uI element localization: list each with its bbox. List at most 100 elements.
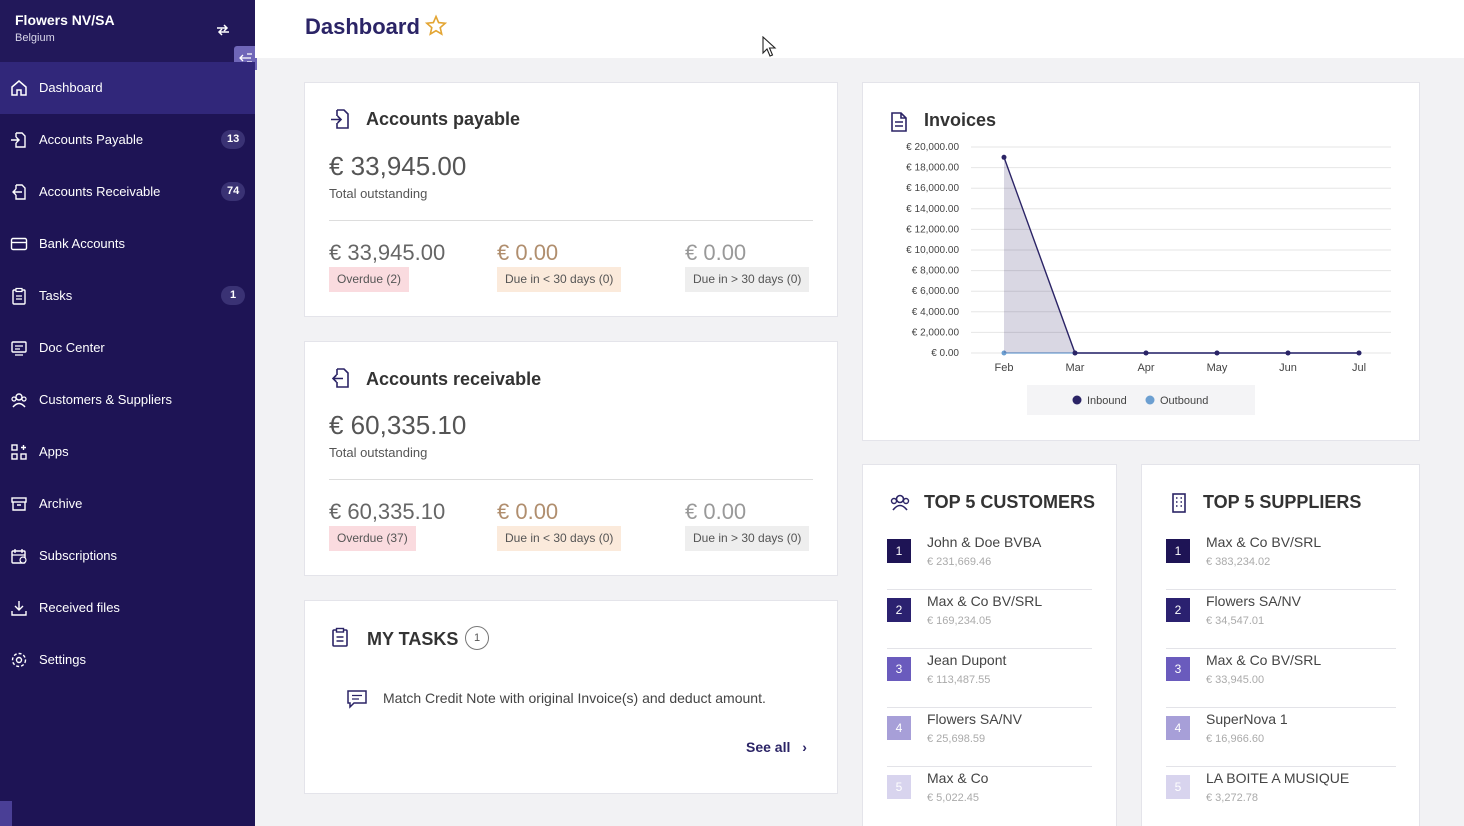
data-point-inbound bbox=[1285, 350, 1291, 356]
rank-name: Max & Co bbox=[927, 770, 989, 786]
chevron-right-icon: › bbox=[802, 739, 807, 755]
due-later-amount: € 0.00 bbox=[685, 240, 747, 265]
sidebar-item-label: Bank Accounts bbox=[39, 236, 125, 251]
swap-arrows-icon[interactable] bbox=[214, 20, 232, 38]
rank-number: 1 bbox=[887, 539, 911, 563]
sidebar-item-label: Customers & Suppliers bbox=[39, 392, 172, 407]
file-export-icon bbox=[331, 368, 349, 388]
count-badge: 74 bbox=[221, 182, 246, 201]
invoices-chart: € 0.00 € 2,000.00 € 4,000.00 € 6,000.00 € 8,… bbox=[906, 142, 1391, 415]
sidebar-item-accounts-receivable[interactable]: Accounts Receivable 74 bbox=[0, 166, 255, 218]
list-item[interactable]: 4 Flowers SA/NV € 25,698.59 bbox=[887, 708, 1092, 767]
rank-number: 4 bbox=[1166, 716, 1190, 740]
users-icon bbox=[11, 393, 27, 408]
sidebar-item-archive[interactable]: Archive bbox=[0, 478, 255, 530]
list-item[interactable]: 2 Flowers SA/NV € 34,547.01 bbox=[1166, 590, 1396, 649]
x-tick-label: Feb bbox=[995, 362, 1014, 374]
series-line-inbound bbox=[1003, 157, 1359, 354]
y-tick-label: € 2,000.00 bbox=[912, 327, 960, 338]
series-area-inbound bbox=[1004, 157, 1359, 353]
top-suppliers-card: TOP 5 SUPPLIERS 1 Max & Co BV/SRL € 383,23… bbox=[1141, 464, 1420, 826]
overdue-amount: € 60,335.10 bbox=[329, 499, 446, 524]
accounts-receivable-card: Accounts receivable € 60,335.10 Total ou… bbox=[304, 341, 838, 576]
due-soon-amount: € 0.00 bbox=[497, 499, 559, 524]
task-item[interactable]: Match Credit Note with original Invoice(… bbox=[383, 690, 766, 706]
home-icon bbox=[11, 80, 27, 96]
sidebar-item-apps[interactable]: Apps bbox=[0, 426, 255, 478]
clipboard-icon bbox=[332, 627, 348, 647]
list-item[interactable]: 3 Max & Co BV/SRL € 33,945.00 bbox=[1166, 649, 1396, 708]
rank-number: 3 bbox=[887, 657, 911, 681]
sidebar-item-settings[interactable]: Settings bbox=[0, 634, 255, 686]
gear-icon bbox=[11, 652, 27, 668]
page-title: Dashboard bbox=[305, 14, 420, 39]
sidebar-item-accounts-payable[interactable]: Accounts Payable 13 bbox=[0, 114, 255, 166]
divider bbox=[329, 220, 813, 221]
list-item[interactable]: 5 Max & Co € 5,022.45 bbox=[887, 767, 1092, 826]
archive-icon bbox=[11, 497, 27, 511]
rank-name: Max & Co BV/SRL bbox=[1206, 652, 1322, 668]
sidebar-item-subscriptions[interactable]: Subscriptions bbox=[0, 530, 255, 582]
my-tasks-card: MY TASKS 1 Match Credit Note with origin… bbox=[304, 600, 838, 794]
due-later-amount: € 0.00 bbox=[685, 499, 747, 524]
sidebar-item-label: Accounts Payable bbox=[39, 132, 144, 147]
rank-number: 5 bbox=[887, 775, 911, 799]
due-soon-tag[interactable]: Due in < 30 days (0) bbox=[497, 267, 622, 292]
due-later-tag[interactable]: Due in > 30 days (0) bbox=[685, 267, 810, 292]
data-point-inbound bbox=[1214, 350, 1220, 356]
card-title: TOP 5 SUPPLIERS bbox=[1203, 492, 1362, 512]
rank-number: 2 bbox=[1166, 598, 1190, 622]
company-name: Flowers NV/SA bbox=[15, 12, 115, 28]
card-title: Invoices bbox=[924, 110, 997, 130]
list-item[interactable]: 2 Max & Co BV/SRL € 169,234.05 bbox=[887, 590, 1092, 649]
rank-value: € 33,945.00 bbox=[1206, 674, 1265, 686]
list-item[interactable]: 4 SuperNova 1 € 16,966.60 bbox=[1166, 708, 1396, 767]
comment-icon bbox=[347, 690, 367, 709]
doc-center-icon bbox=[11, 341, 27, 356]
y-tick-label: € 18,000.00 bbox=[906, 163, 959, 174]
legend-label: Inbound bbox=[1087, 395, 1127, 407]
sidebar-item-bank-accounts[interactable]: Bank Accounts bbox=[0, 218, 255, 270]
sidebar-item-tasks[interactable]: Tasks 1 bbox=[0, 270, 255, 322]
card-title: Accounts payable bbox=[366, 109, 521, 129]
list-item[interactable]: 1 John & Doe BVBA € 231,669.46 bbox=[887, 531, 1092, 590]
users-icon bbox=[890, 494, 910, 511]
y-tick-label: € 4,000.00 bbox=[912, 307, 960, 318]
sidebar-item-dashboard[interactable]: Dashboard bbox=[0, 62, 255, 114]
rank-number: 5 bbox=[1166, 775, 1190, 799]
list-item[interactable]: 1 Max & Co BV/SRL € 383,234.02 bbox=[1166, 531, 1396, 590]
y-tick-label: € 10,000.00 bbox=[906, 245, 959, 256]
legend-swatch bbox=[1072, 395, 1082, 405]
overdue-tag[interactable]: Overdue (2) bbox=[329, 267, 410, 292]
list-item[interactable]: 5 LA BOITE A MUSIQUE € 3,272.78 bbox=[1166, 767, 1396, 826]
due-soon-tag[interactable]: Due in < 30 days (0) bbox=[497, 526, 622, 551]
rank-name: Jean Dupont bbox=[927, 652, 1007, 668]
sidebar-item-customers-suppliers[interactable]: Customers & Suppliers bbox=[0, 374, 255, 426]
sidebar: Flowers NV/SA Belgium Dashboard Accounts… bbox=[0, 0, 257, 826]
document-icon bbox=[891, 112, 907, 132]
rank-number: 1 bbox=[1166, 539, 1190, 563]
due-later-tag[interactable]: Due in > 30 days (0) bbox=[685, 526, 810, 551]
list-item[interactable]: 3 Jean Dupont € 113,487.55 bbox=[887, 649, 1092, 708]
file-export-icon bbox=[12, 184, 26, 200]
overdue-tag[interactable]: Overdue (37) bbox=[329, 526, 416, 551]
collapse-icon bbox=[239, 53, 252, 63]
card-icon bbox=[10, 237, 28, 251]
favorite-star-icon[interactable] bbox=[424, 14, 448, 38]
apps-icon bbox=[11, 444, 27, 460]
sidebar-item-received-files[interactable]: Received files bbox=[0, 582, 255, 634]
rank-value: € 3,272.78 bbox=[1206, 792, 1258, 804]
y-tick-label: € 0.00 bbox=[931, 348, 959, 359]
y-tick-label: € 12,000.00 bbox=[906, 224, 959, 235]
legend-box bbox=[1027, 385, 1255, 415]
overdue-amount: € 33,945.00 bbox=[329, 240, 446, 265]
company-switcher[interactable]: Flowers NV/SA Belgium bbox=[0, 0, 255, 62]
see-all-link[interactable]: See all › bbox=[746, 739, 807, 755]
rank-value: € 169,234.05 bbox=[927, 615, 992, 627]
sidebar-item-label: Doc Center bbox=[39, 340, 105, 355]
sidebar-footer-mark bbox=[0, 801, 12, 826]
x-tick-label: Jul bbox=[1352, 362, 1366, 374]
top-suppliers-list: 1 Max & Co BV/SRL € 383,234.02 2 Flowers SA/… bbox=[1166, 531, 1396, 826]
sidebar-item-doc-center[interactable]: Doc Center bbox=[0, 322, 255, 374]
card-title: MY TASKS bbox=[367, 629, 459, 649]
